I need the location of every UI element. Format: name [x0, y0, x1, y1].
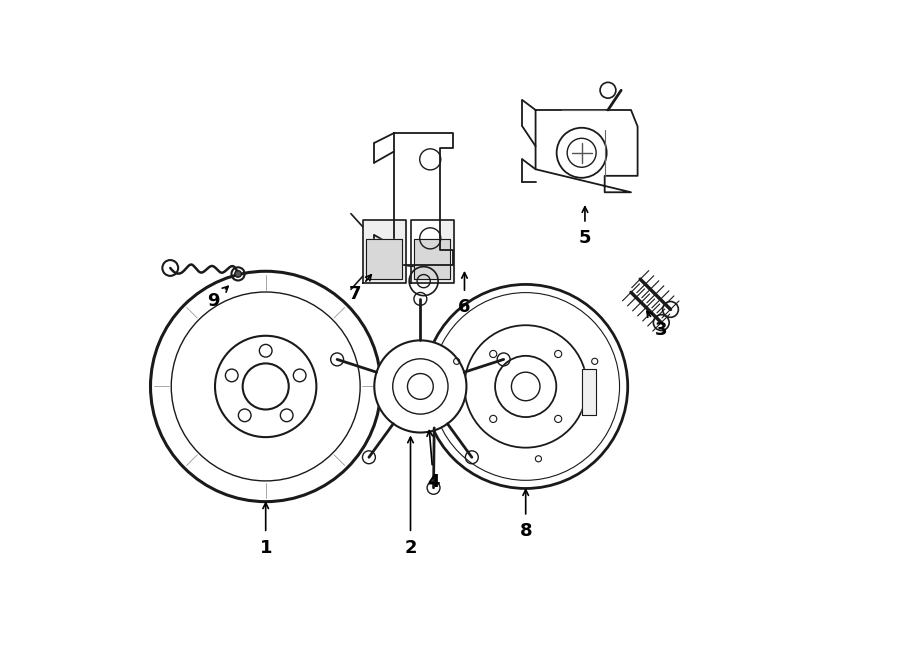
Polygon shape — [150, 271, 381, 502]
Text: 6: 6 — [458, 299, 471, 317]
Text: 2: 2 — [404, 539, 417, 557]
Text: 4: 4 — [428, 473, 440, 491]
Text: 8: 8 — [519, 522, 532, 540]
Polygon shape — [366, 239, 402, 280]
Polygon shape — [424, 284, 627, 488]
Polygon shape — [363, 220, 406, 283]
Polygon shape — [410, 220, 454, 283]
Text: 5: 5 — [579, 229, 591, 247]
Text: 7: 7 — [348, 286, 361, 303]
Text: 3: 3 — [654, 321, 667, 340]
Text: 1: 1 — [259, 539, 272, 557]
Polygon shape — [581, 369, 597, 414]
Polygon shape — [394, 133, 454, 264]
Circle shape — [235, 270, 241, 277]
Polygon shape — [414, 239, 450, 280]
Text: 9: 9 — [207, 292, 220, 310]
Polygon shape — [536, 110, 637, 192]
Polygon shape — [374, 340, 466, 432]
